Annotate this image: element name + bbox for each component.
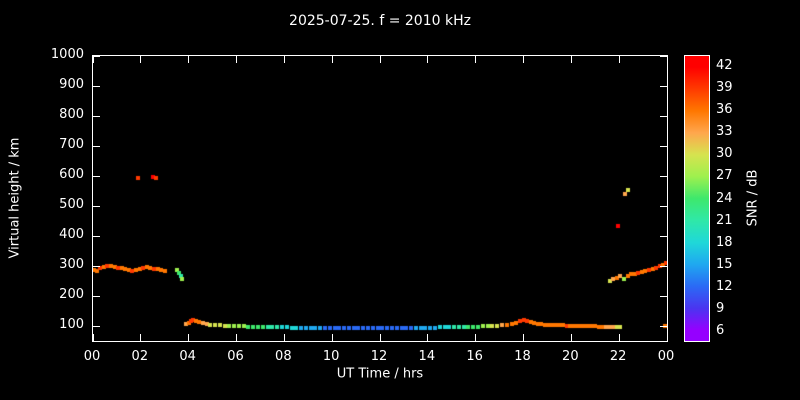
x-tick-label: 16 [466,349,483,364]
colorbar-tick-label: 21 [716,212,733,228]
y-tick-mark [93,235,100,237]
y-tick-mark [660,175,667,177]
x-tick-mark [570,334,572,341]
x-tick-label: 12 [370,349,388,364]
y-tick-label: 700 [59,137,84,152]
x-tick-mark [475,334,477,341]
y-tick-mark [660,325,667,327]
y-tick-label: 100 [59,317,84,332]
x-tick-mark [618,334,620,341]
y-tick-mark [660,265,667,267]
x-tick-mark [331,56,333,63]
y-tick-mark [660,55,667,57]
colorbar-tick-label: 42 [716,58,733,74]
colorbar-tick-label: 15 [716,256,733,272]
y-tick-mark [660,205,667,207]
y-tick-mark [93,115,100,117]
x-tick-mark [666,334,668,341]
y-tick-label: 400 [59,227,84,242]
x-tick-label: 10 [322,349,340,364]
y-tick-label: 800 [59,107,84,122]
y-tick-mark [93,205,100,207]
colorbar-axis-label: SNR / dB [745,169,761,227]
x-tick-mark [379,56,381,63]
x-tick-label: 18 [514,349,531,364]
colorbar-tick-label: 24 [716,190,733,206]
x-tick-label: 22 [609,349,627,364]
x-tick-mark [475,56,477,63]
x-tick-label: 14 [418,349,436,364]
x-tick-mark [570,56,572,63]
x-tick-mark [283,334,285,341]
x-tick-mark [236,334,237,341]
x-tick-mark [523,56,524,63]
y-tick-label: 300 [59,257,84,272]
x-tick-mark [92,334,94,341]
x-tick-mark [283,56,285,63]
y-tick-mark [93,325,100,327]
x-tick-mark [666,56,668,63]
x-tick-mark [236,56,237,63]
y-tick-label: 500 [59,197,84,212]
y-tick-mark [93,175,100,177]
colorbar-tick-label: 36 [716,102,733,118]
x-tick-label: 04 [179,349,196,364]
x-tick-mark [427,56,429,63]
y-tick-mark [93,55,100,57]
y-tick-mark [93,145,100,147]
x-axis-label: UT Time / hrs [336,366,424,382]
y-tick-mark [660,235,667,237]
colorbar-tick-label: 6 [716,322,725,338]
x-tick-mark [92,56,94,63]
x-tick-mark [427,334,429,341]
x-tick-mark [618,56,620,63]
x-tick-mark [379,334,381,341]
x-tick-label: 00 [657,349,675,364]
y-tick-mark [660,115,667,117]
x-tick-label: 08 [275,349,292,364]
colorbar-tick-label: 27 [716,168,733,184]
plot-area [92,55,668,342]
y-tick-label: 900 [59,77,84,92]
y-tick-mark [660,85,667,87]
x-tick-mark [140,334,142,341]
colorbar-gradient [685,56,709,341]
y-tick-mark [93,85,100,87]
scatter-plot-canvas [93,56,667,341]
x-tick-label: 00 [83,349,101,364]
colorbar-tick-label: 30 [716,146,733,162]
y-tick-mark [93,295,100,297]
x-tick-label: 20 [562,349,579,364]
x-tick-mark [331,334,333,341]
y-tick-label: 1000 [50,47,84,62]
y-tick-mark [660,145,667,147]
x-tick-label: 06 [227,349,244,364]
colorbar-tick-label: 39 [716,80,733,96]
colorbar-tick-label: 33 [716,124,733,140]
colorbar-tick-label: 18 [716,234,733,250]
y-tick-mark [93,265,100,267]
colorbar-tick-label: 12 [716,278,733,294]
y-tick-label: 600 [59,167,84,182]
x-tick-mark [523,334,524,341]
colorbar-tick-label: 9 [716,300,725,316]
y-tick-mark [660,295,667,297]
chart-title: 2025-07-25. f = 2010 kHz [289,13,471,29]
x-tick-mark [188,56,190,63]
x-tick-label: 02 [131,349,149,364]
y-tick-label: 200 [59,287,84,302]
colorbar [684,55,710,342]
x-tick-mark [188,334,190,341]
x-tick-mark [140,56,142,63]
